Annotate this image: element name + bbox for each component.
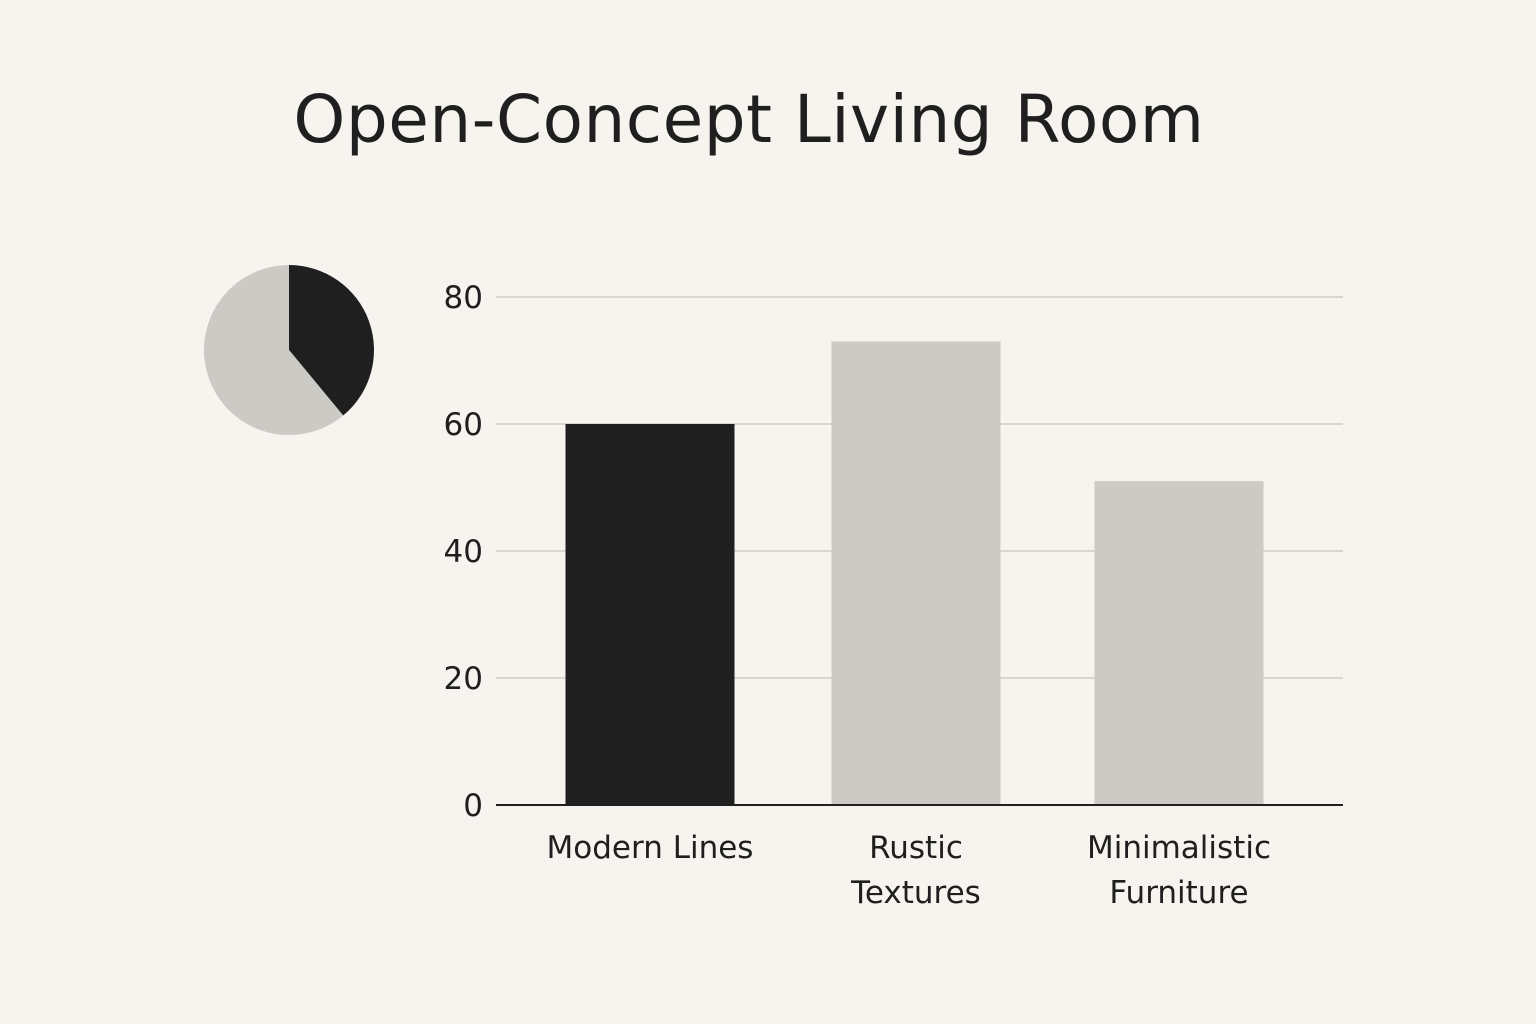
chart-title: Open-Concept Living Room <box>293 81 1205 158</box>
bar <box>831 341 1001 805</box>
x-category-label: Modern Lines <box>547 830 754 866</box>
bar <box>1094 481 1264 805</box>
x-category-label: Rustic Textures <box>850 830 981 911</box>
y-tick-labels: 0 20 40 60 80 <box>444 280 483 824</box>
category-labels: Modern Lines Rustic Textures Minimalistic Fu… <box>547 830 1271 911</box>
bars <box>565 341 1264 805</box>
pie-chart <box>203 265 374 435</box>
pie-slice <box>203 265 344 435</box>
pie-slice <box>289 265 374 416</box>
y-tick-label: 80 <box>444 280 483 316</box>
y-tick-label: 0 <box>463 788 483 824</box>
y-tick-label: 60 <box>444 407 483 443</box>
y-tick-label: 20 <box>444 661 483 697</box>
x-category-label: Minimalistic Furniture <box>1087 830 1271 911</box>
bar <box>565 424 735 805</box>
y-tick-label: 40 <box>444 534 483 570</box>
